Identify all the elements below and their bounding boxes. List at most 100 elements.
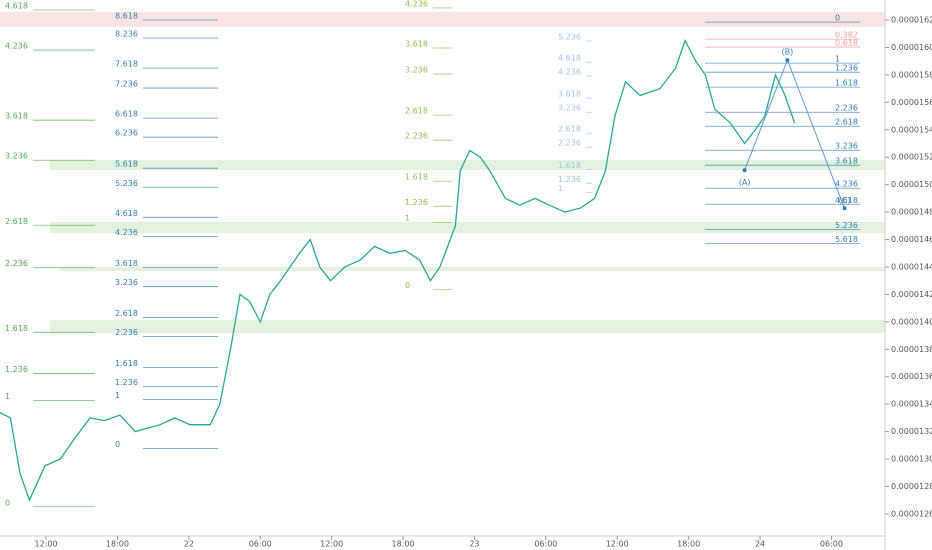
x-tick-label: 06:00 bbox=[534, 540, 557, 549]
fib-label: 1.618 bbox=[558, 161, 581, 170]
fib-label: 1.236 bbox=[558, 175, 581, 184]
fib-label: 3.236 bbox=[115, 278, 138, 287]
fib-label: 4.618 bbox=[5, 2, 28, 11]
x-tick-label: 22 bbox=[184, 540, 194, 549]
fib-label: 1.618 bbox=[405, 173, 428, 182]
wave-line bbox=[744, 58, 845, 209]
zone-green bbox=[50, 320, 885, 333]
fib-label: 0 bbox=[405, 281, 410, 290]
fib-label: 1.236 bbox=[5, 365, 28, 374]
fib-label: 2.236 bbox=[5, 259, 28, 268]
wave-point bbox=[785, 58, 790, 63]
fib-label: 0 bbox=[835, 14, 840, 23]
fib-label: 2.618 bbox=[5, 217, 28, 226]
fib-label: 4.236 bbox=[115, 228, 138, 237]
fib-label: 1 bbox=[115, 391, 120, 400]
x-tick-label: 12:00 bbox=[606, 540, 629, 549]
fib-label: 8.236 bbox=[115, 30, 138, 39]
fib-label: 8.618 bbox=[115, 12, 138, 21]
wave-label: (A) bbox=[739, 178, 751, 187]
fib-label: 4.236 bbox=[835, 180, 858, 189]
fib-label: 1.236 bbox=[115, 378, 138, 387]
fib-label: 3.618 bbox=[835, 157, 858, 166]
fib-label: 0.382 bbox=[835, 31, 858, 40]
fib-label: 4.618 bbox=[115, 209, 138, 218]
fib-label: 4.236 bbox=[5, 42, 28, 51]
fib-label: 1.618 bbox=[835, 79, 858, 88]
fib-label: 4.236 bbox=[405, 0, 428, 8]
fib-label: 1.618 bbox=[115, 359, 138, 368]
y-tick-label: 0.00001620 bbox=[891, 16, 932, 25]
fib-label: 3.618 bbox=[558, 90, 581, 99]
fib-label: 1.618 bbox=[5, 324, 28, 333]
fib-label: 7.618 bbox=[115, 60, 138, 69]
zone-green bbox=[50, 222, 885, 233]
zone-green bbox=[50, 160, 885, 170]
fib-label: 3.236 bbox=[405, 66, 428, 75]
fib-label: 1 bbox=[405, 214, 410, 223]
x-tick-label: 18:00 bbox=[392, 540, 415, 549]
fib-label: 2.618 bbox=[405, 107, 428, 116]
fib-label: 1 bbox=[558, 184, 563, 193]
fib-label: 1.236 bbox=[835, 64, 858, 73]
wave-label: (C) bbox=[839, 196, 851, 205]
fib-label: 2.236 bbox=[405, 132, 428, 141]
fib-label: 7.236 bbox=[115, 80, 138, 89]
price-line bbox=[0, 38, 796, 502]
fib-label: 4.618 bbox=[558, 54, 581, 63]
fib-label: 0.618 bbox=[835, 39, 858, 48]
fib-label: 3.236 bbox=[5, 152, 28, 161]
fib-label: 2.618 bbox=[835, 118, 858, 127]
wave-point bbox=[842, 206, 847, 211]
fib-label: 4.236 bbox=[558, 68, 581, 77]
x-tick-label: 06:00 bbox=[249, 540, 272, 549]
fib-label: 3.236 bbox=[835, 142, 858, 151]
wave-label: (B) bbox=[782, 48, 794, 57]
x-tick-label: 12:00 bbox=[320, 540, 343, 549]
fib-label: 2.618 bbox=[115, 309, 138, 318]
x-tick-label: 23 bbox=[469, 540, 479, 549]
fib-label: 5.618 bbox=[115, 160, 138, 169]
fib-label: 2.236 bbox=[558, 139, 581, 148]
fib-label: 0 bbox=[115, 440, 120, 449]
x-tick-label: 18:00 bbox=[106, 540, 129, 549]
fib-label: 1 bbox=[835, 55, 840, 64]
fib-label: 4.618 bbox=[835, 196, 858, 205]
fib-label: 0 bbox=[5, 498, 10, 507]
x-tick-label: 24 bbox=[755, 540, 765, 549]
fib-label: 2.236 bbox=[835, 104, 858, 113]
fib-label: 5.618 bbox=[835, 235, 858, 244]
fib-label: 2.618 bbox=[558, 125, 581, 134]
fib-label: 1 bbox=[5, 392, 10, 401]
fib-label: 3.618 bbox=[115, 259, 138, 268]
fib-label: 2.236 bbox=[115, 328, 138, 337]
fib-label: 1.236 bbox=[405, 198, 428, 207]
x-tick-label: 06:00 bbox=[820, 540, 843, 549]
fib-label: 6.236 bbox=[115, 129, 138, 138]
fib-label: 3.618 bbox=[5, 112, 28, 121]
fib-label: 3.236 bbox=[558, 104, 581, 113]
fib-label: 6.618 bbox=[115, 110, 138, 119]
fib-label: 5.236 bbox=[115, 179, 138, 188]
zone-green bbox=[60, 267, 885, 271]
x-tick-label: 12:00 bbox=[35, 540, 58, 549]
fib-label: 3.618 bbox=[405, 40, 428, 49]
x-tick-label: 18:00 bbox=[677, 540, 700, 549]
